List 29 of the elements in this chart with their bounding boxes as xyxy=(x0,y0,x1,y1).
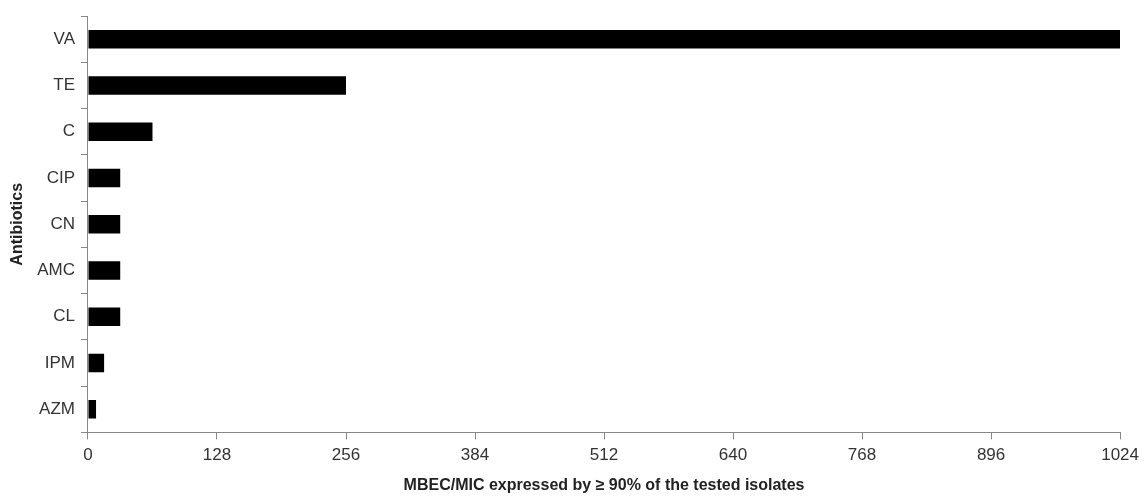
x-tick-label: 640 xyxy=(718,445,748,465)
bar xyxy=(88,353,105,373)
x-tick-label: 896 xyxy=(976,445,1006,465)
x-tick-label: 384 xyxy=(460,445,490,465)
bar xyxy=(88,261,121,280)
x-tick-label: 128 xyxy=(202,445,232,465)
y-tick-label: C xyxy=(62,121,75,141)
bar xyxy=(88,168,121,188)
x-tick-label: 0 xyxy=(83,445,93,465)
x-tick-label: 768 xyxy=(847,445,877,465)
bar xyxy=(88,400,97,419)
bar xyxy=(88,307,121,327)
x-tick-label: 1024 xyxy=(1101,445,1139,465)
y-tick-label: AZM xyxy=(39,398,75,418)
bar xyxy=(88,30,1121,49)
y-tick-label: CIP xyxy=(46,167,75,187)
y-tick-label: IPM xyxy=(44,352,75,372)
bar xyxy=(88,122,153,142)
y-tick-label: VA xyxy=(53,29,76,49)
bar xyxy=(88,215,121,234)
bar xyxy=(88,76,347,95)
x-tick-label: 512 xyxy=(589,445,619,465)
y-axis-title: Antibiotics xyxy=(8,182,26,266)
x-tick-label: 256 xyxy=(331,445,361,465)
y-tick-label: CN xyxy=(50,213,75,233)
y-tick-label: AMC xyxy=(37,260,75,280)
x-axis-title: MBEC/MIC expressed by ≥ 90% of the tested isolates xyxy=(403,475,805,493)
y-tick-label: CL xyxy=(53,306,75,326)
y-tick-label: TE xyxy=(53,75,75,95)
